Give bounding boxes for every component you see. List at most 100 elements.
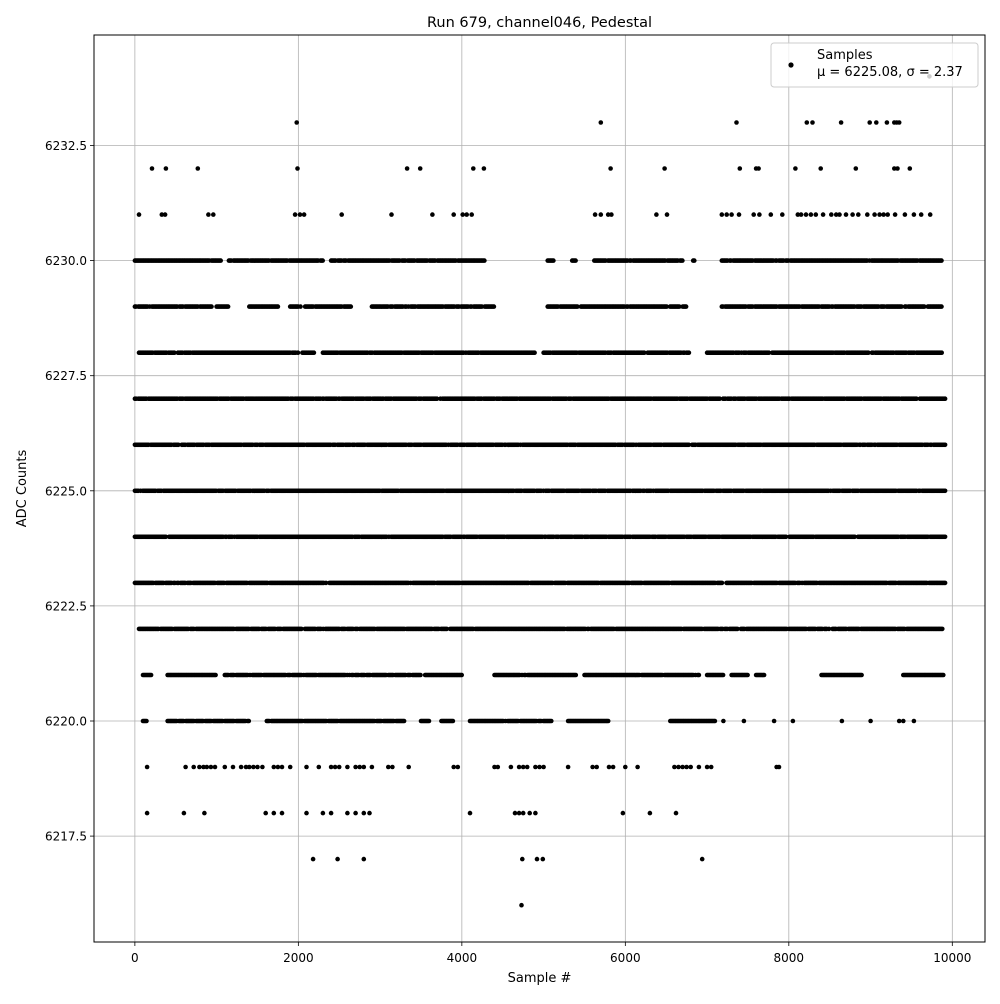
- data-point: [724, 212, 729, 217]
- data-point: [298, 212, 303, 217]
- data-point: [312, 350, 317, 355]
- data-point: [296, 350, 301, 355]
- data-point: [573, 258, 578, 263]
- data-point: [665, 212, 670, 217]
- data-point: [885, 212, 890, 217]
- data-point: [302, 212, 307, 217]
- data-point: [939, 304, 944, 309]
- data-point: [430, 212, 435, 217]
- data-point: [919, 212, 924, 217]
- data-point: [164, 166, 169, 171]
- data-point: [780, 212, 785, 217]
- data-point: [460, 212, 465, 217]
- data-point: [928, 212, 933, 217]
- data-point: [137, 212, 142, 217]
- data-point: [734, 120, 739, 125]
- data-point: [599, 212, 604, 217]
- data-point: [218, 258, 223, 263]
- data-point: [769, 212, 774, 217]
- data-point: [294, 120, 299, 125]
- data-point: [912, 212, 917, 217]
- data-point: [943, 443, 948, 448]
- data-point: [298, 304, 303, 309]
- data-point: [837, 212, 842, 217]
- data-point: [684, 304, 689, 309]
- data-point: [818, 166, 823, 171]
- data-point: [320, 258, 325, 263]
- data-point: [757, 212, 762, 217]
- data-point: [865, 212, 870, 217]
- data-point: [881, 212, 886, 217]
- data-point: [551, 258, 556, 263]
- data-point: [897, 120, 902, 125]
- data-point: [654, 212, 659, 217]
- data-point: [599, 120, 604, 125]
- data-point: [943, 489, 948, 494]
- data-point: [211, 212, 216, 217]
- data-point: [662, 166, 667, 171]
- data-point: [276, 304, 281, 309]
- data-point: [738, 166, 743, 171]
- data-point: [829, 212, 834, 217]
- data-point: [609, 212, 614, 217]
- data-point: [720, 581, 725, 586]
- data-point: [737, 212, 742, 217]
- data-point: [492, 304, 497, 309]
- data-point: [814, 212, 819, 217]
- data-point: [226, 304, 231, 309]
- data-point: [804, 212, 809, 217]
- data-point: [810, 120, 815, 125]
- data-point: [196, 166, 201, 171]
- data-point: [593, 212, 598, 217]
- data-point: [451, 212, 456, 217]
- data-point: [471, 166, 476, 171]
- data-point: [469, 212, 474, 217]
- data-point: [821, 212, 826, 217]
- data-point: [464, 212, 469, 217]
- data-point: [805, 120, 810, 125]
- data-point: [206, 212, 211, 217]
- data-point: [908, 166, 913, 171]
- data-point: [856, 212, 861, 217]
- data-point: [482, 166, 487, 171]
- data-point: [877, 212, 882, 217]
- data-point: [339, 212, 344, 217]
- data-point: [885, 120, 890, 125]
- data-point: [150, 166, 155, 171]
- data-point: [608, 166, 613, 171]
- data-point: [793, 166, 798, 171]
- data-point: [751, 212, 756, 217]
- data-point: [844, 212, 849, 217]
- data-point: [799, 212, 804, 217]
- data-point: [943, 396, 948, 401]
- data-point: [895, 166, 900, 171]
- data-point: [692, 258, 697, 263]
- data-point: [389, 212, 394, 217]
- data-point: [809, 212, 814, 217]
- data-point: [418, 166, 423, 171]
- data-point: [405, 166, 410, 171]
- data-point: [756, 166, 761, 171]
- data-point: [839, 120, 844, 125]
- data-point: [295, 166, 300, 171]
- data-point: [349, 304, 354, 309]
- data-point: [939, 258, 944, 263]
- data-point: [293, 212, 298, 217]
- data-point: [482, 258, 487, 263]
- data-point: [720, 212, 725, 217]
- data-point: [867, 120, 872, 125]
- data-point: [729, 212, 734, 217]
- data-point: [939, 350, 944, 355]
- data-point: [943, 535, 948, 540]
- data-point: [872, 212, 877, 217]
- data-point: [854, 166, 859, 171]
- data-point: [850, 212, 855, 217]
- data-point: [163, 212, 168, 217]
- data-point: [532, 350, 537, 355]
- data-point: [874, 120, 879, 125]
- data-point: [903, 212, 908, 217]
- data-point: [680, 258, 685, 263]
- data-point: [687, 350, 692, 355]
